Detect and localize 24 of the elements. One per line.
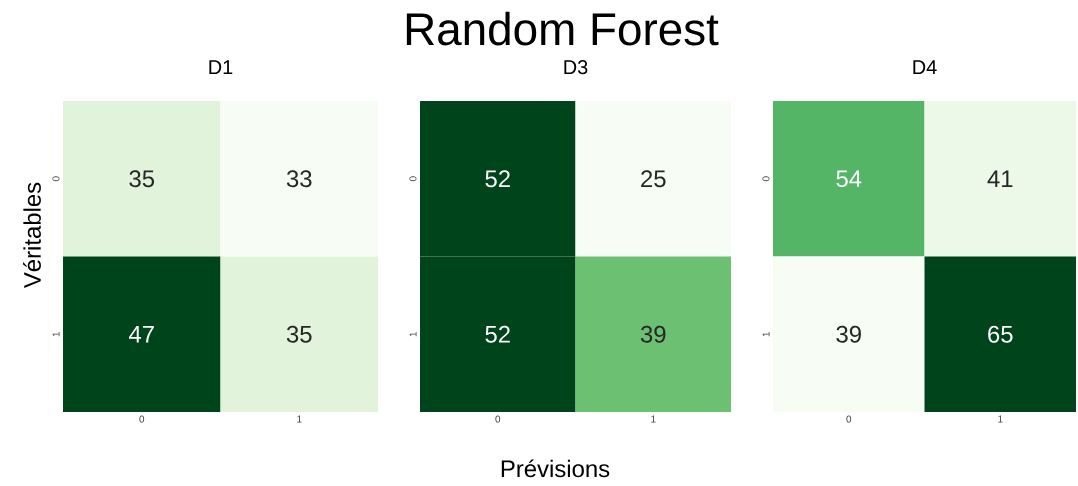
text: Random Forest xyxy=(406,11,719,46)
x-tick-label: 0 xyxy=(846,415,852,423)
x-tick-label: 0 xyxy=(139,415,145,423)
chart-title: D3 xyxy=(564,60,588,75)
y-axis-title: Véritables xyxy=(23,182,41,289)
x-tick-label: 0 xyxy=(495,415,501,423)
data-label: 35 xyxy=(129,170,155,188)
data-label: 39 xyxy=(836,325,861,343)
x-tick-label: 1 xyxy=(998,415,1003,423)
data-label: 33 xyxy=(286,170,312,188)
data-label: 25 xyxy=(641,170,666,188)
chart-title: D4 xyxy=(913,60,937,75)
x-tick-label: 1 xyxy=(297,415,302,423)
data-label: 47 xyxy=(129,326,154,343)
chart-title: D1 xyxy=(209,60,233,75)
data-label: 35 xyxy=(286,325,312,343)
data-label: 41 xyxy=(987,170,1013,187)
data-label: 39 xyxy=(640,325,666,343)
x-axis-title: Prévisions xyxy=(501,459,610,478)
data-label: 54 xyxy=(836,170,862,188)
data-label: 52 xyxy=(485,325,510,343)
data-label: 52 xyxy=(485,170,510,188)
x-tick-label: 1 xyxy=(651,415,656,423)
data-label: 65 xyxy=(988,325,1013,343)
